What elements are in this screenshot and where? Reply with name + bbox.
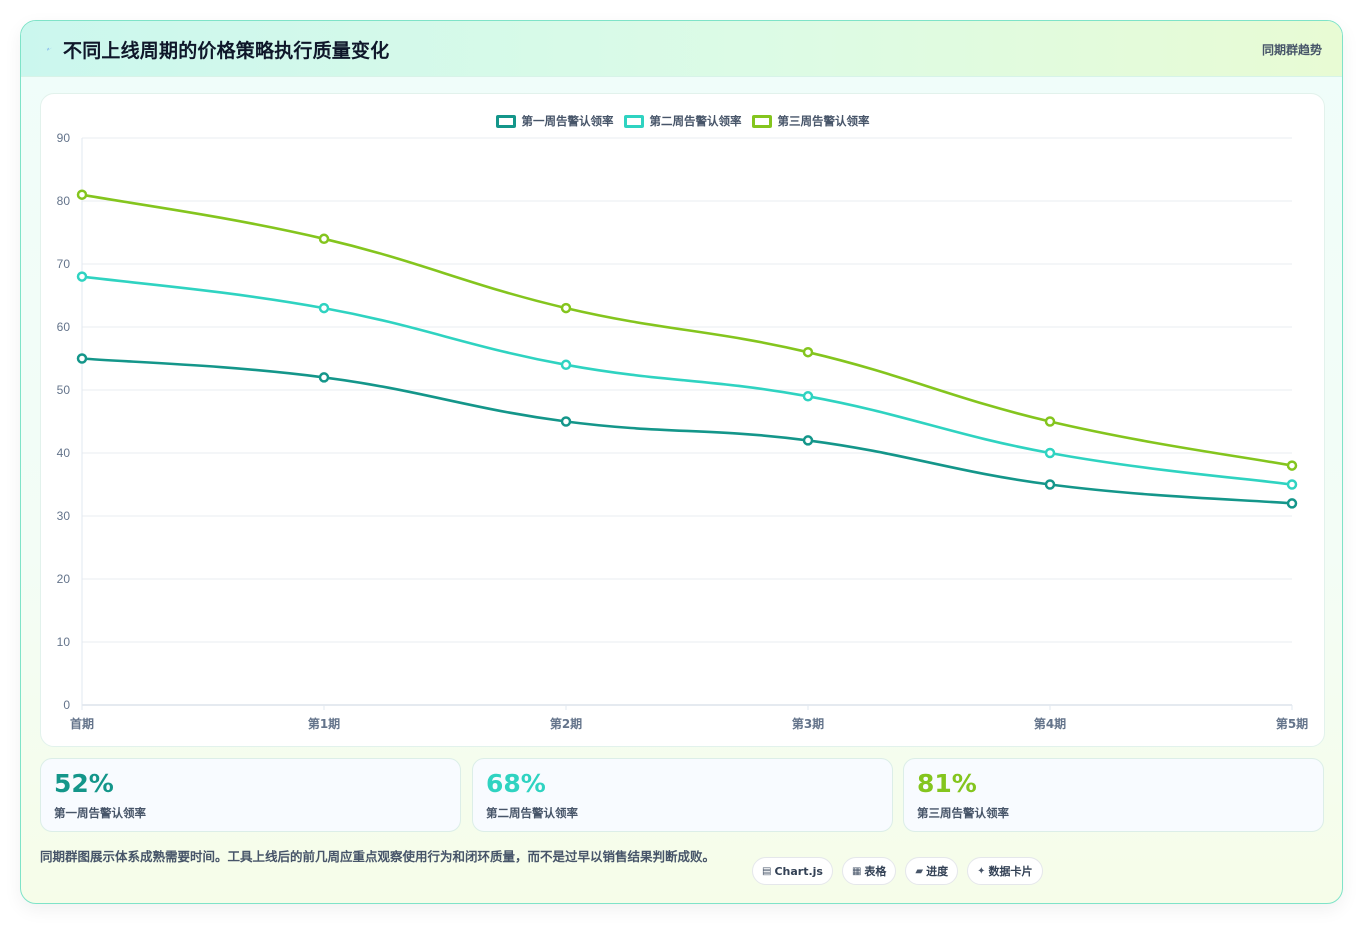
chart-icon: ▤: [762, 865, 772, 877]
data-point: [318, 372, 330, 383]
y-tick-label: 80: [57, 194, 71, 208]
series-line-3: [81, 193, 1293, 467]
x-tick-label: 第4期: [1034, 716, 1066, 731]
line-chart: 0 10 20 30 40 50 60 70 80 90 首期 第1期 第2期 第3期 第4期 第5期: [57, 131, 1309, 731]
y-tick-label: 90: [57, 131, 71, 145]
x-tick-label: 第1期: [308, 716, 340, 731]
data-point: [1286, 479, 1298, 490]
footer-note: 同期群图展示体系成熟需要时间。工具上线后的前几周应重点观察使用行为和闭环质量，而…: [40, 849, 716, 864]
y-tick-label: 20: [57, 572, 71, 586]
stat-label: 第二周告警认领率: [486, 806, 578, 820]
trend-tag: 同期群趋势: [1261, 43, 1322, 57]
chip-label: Chart.js: [774, 864, 823, 878]
y-tick-label: 10: [57, 635, 71, 649]
stat-card-series-1: 52% 第一周告警认领率: [40, 758, 461, 832]
legend-swatch-series-1: [495, 114, 516, 128]
stat-label: 第一周告警认领率: [54, 806, 146, 820]
sparkle-icon: ✦: [977, 865, 986, 877]
y-tick-label: 40: [57, 446, 71, 460]
data-point: [1286, 498, 1298, 509]
legend-item-series-3[interactable]: 第三周告警认领率: [751, 113, 870, 129]
data-point: [802, 391, 814, 402]
x-tick-label: 第3期: [792, 716, 824, 731]
series-line-2: [81, 275, 1293, 486]
chip-chartjs[interactable]: ▤ Chart.js: [752, 857, 833, 885]
stat-cards: 52% 第一周告警认领率 68% 第二周告警认领率 81% 第三周告警认领率: [40, 758, 1325, 832]
y-tick-label: 60: [57, 320, 71, 334]
legend-swatch-series-3: [751, 114, 772, 128]
table-icon: ▦: [851, 865, 862, 877]
series-line-1: [81, 357, 1293, 505]
stat-card-series-2: 68% 第二周告警认领率: [472, 758, 893, 832]
stat-value: 68%: [486, 769, 546, 798]
data-point: [76, 353, 88, 364]
data-point: [1286, 460, 1298, 471]
stat-value: 81%: [917, 769, 977, 798]
data-point: [560, 302, 572, 314]
chart-card: 不同上线周期的价格策略执行质量变化 同期群趋势 第一周告警认领率 第二周告警认领…: [20, 20, 1343, 904]
data-point: [1044, 447, 1056, 459]
data-point: [1044, 479, 1056, 490]
legend-item-series-1[interactable]: 第一周告警认领率: [495, 113, 614, 129]
data-point: [76, 189, 88, 200]
data-point: [560, 416, 572, 427]
chart-legend: 第一周告警认领率 第二周告警认领率 第三周告警认领率: [41, 113, 1324, 129]
chip-label: 表格: [864, 865, 887, 878]
data-point: [318, 302, 330, 314]
chip-label: 进度: [926, 865, 949, 878]
chip-table[interactable]: ▦ 表格: [841, 857, 897, 885]
legend-label-series-3: 第三周告警认领率: [777, 114, 870, 128]
y-tick-label: 50: [57, 383, 71, 397]
data-point: [560, 359, 572, 371]
data-point: [76, 271, 88, 282]
x-tick-label: 第5期: [1276, 716, 1308, 731]
stat-value: 52%: [54, 769, 114, 798]
chart-area: 第一周告警认领率 第二周告警认领率 第三周告警认领率 0 10 20 30 40 50 60…: [40, 93, 1325, 747]
chip-label: 数据卡片: [988, 865, 1033, 878]
card-header: 不同上线周期的价格策略执行质量变化 同期群趋势: [21, 21, 1342, 77]
progress-icon: ▰: [915, 865, 924, 877]
stat-label: 第三周告警认领率: [917, 806, 1009, 820]
data-point: [802, 346, 814, 358]
y-tick-label: 30: [57, 509, 71, 523]
chip-data-card[interactable]: ✦ 数据卡片: [967, 857, 1043, 885]
legend-label-series-1: 第一周告警认领率: [521, 114, 614, 128]
data-point: [802, 435, 814, 446]
y-tick-label: 70: [57, 257, 71, 271]
page-title: 不同上线周期的价格策略执行质量变化: [63, 40, 390, 62]
data-point: [1044, 416, 1056, 427]
stat-card-series-3: 81% 第三周告警认领率: [903, 758, 1324, 832]
chip-progress[interactable]: ▰ 进度: [905, 857, 959, 885]
x-tick-label: 首期: [70, 716, 94, 731]
y-tick-label: 0: [63, 698, 70, 712]
x-tick-label: 第2期: [550, 716, 582, 731]
legend-item-series-2[interactable]: 第二周告警认领率: [623, 113, 742, 129]
lightning-icon: [43, 47, 53, 51]
tech-chips: ▤ Chart.js ▦ 表格 ▰ 进度 ✦ 数据卡片: [752, 857, 1043, 885]
data-point: [318, 233, 330, 245]
legend-label-series-2: 第二周告警认领率: [649, 114, 742, 128]
legend-swatch-series-2: [623, 114, 644, 128]
